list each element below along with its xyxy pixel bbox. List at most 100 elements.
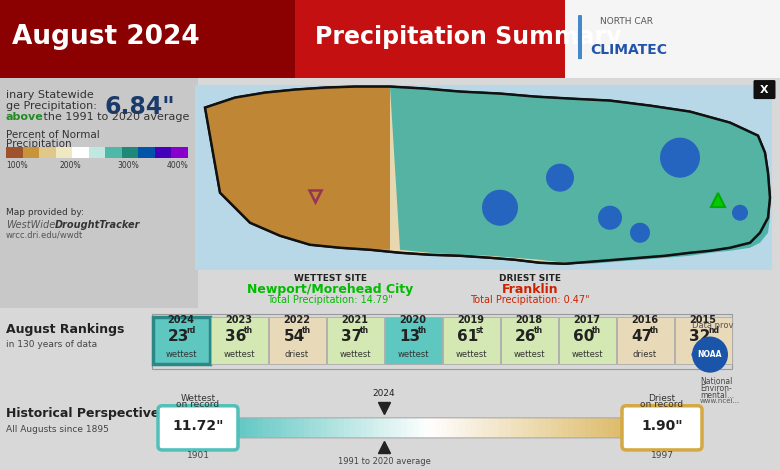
Text: 2018: 2018 (516, 315, 543, 325)
Bar (39, 147, 55, 157)
FancyBboxPatch shape (158, 406, 238, 450)
Text: th: th (244, 326, 254, 335)
Bar (539, 418, 545, 438)
Circle shape (598, 206, 622, 230)
Bar (419, 418, 425, 438)
Text: 2024: 2024 (373, 389, 395, 398)
Bar (355, 418, 361, 438)
Circle shape (630, 223, 650, 243)
Text: wettest: wettest (339, 350, 370, 359)
Circle shape (546, 164, 574, 192)
Text: www.ncei...: www.ncei... (700, 398, 740, 404)
Text: th: th (360, 326, 369, 335)
Text: Historical Perspective: Historical Perspective (6, 407, 159, 420)
Text: above: above (6, 111, 44, 122)
Bar (264, 418, 270, 438)
Bar (545, 418, 551, 438)
Text: Map provided by:: Map provided by: (6, 208, 84, 217)
Text: August Rankings: August Rankings (6, 323, 124, 336)
Bar (211, 418, 218, 438)
FancyBboxPatch shape (327, 317, 384, 364)
Bar (534, 418, 540, 438)
Text: 11.72": 11.72" (172, 419, 224, 433)
Text: 1991 to 2020 average: 1991 to 2020 average (338, 457, 431, 466)
Bar (303, 418, 310, 438)
Text: driest: driest (691, 350, 715, 359)
Bar (0, 0, 295, 78)
Bar (441, 418, 448, 438)
FancyBboxPatch shape (558, 317, 615, 364)
Bar (401, 418, 407, 438)
Text: th: th (302, 326, 311, 335)
Text: 2017: 2017 (573, 315, 601, 325)
Bar (257, 418, 264, 438)
Bar (89, 147, 105, 157)
Text: 6.84": 6.84" (105, 94, 176, 118)
Bar (206, 418, 212, 438)
Bar (631, 418, 637, 438)
Text: 23: 23 (168, 329, 189, 344)
Text: mental...: mental... (700, 391, 734, 400)
Bar (465, 418, 471, 438)
FancyBboxPatch shape (501, 317, 558, 364)
Text: Newport/Morehead City: Newport/Morehead City (247, 283, 413, 296)
Text: Data prov: Data prov (692, 321, 733, 330)
FancyBboxPatch shape (753, 80, 775, 99)
Bar (424, 418, 431, 438)
Bar (298, 418, 304, 438)
Text: 36: 36 (225, 329, 246, 344)
Bar (321, 418, 327, 438)
Text: 2020: 2020 (399, 315, 427, 325)
Bar (430, 418, 436, 438)
Bar (172, 147, 188, 157)
Text: 200%: 200% (59, 161, 81, 170)
Text: Wettest: Wettest (180, 394, 215, 403)
Bar (447, 418, 453, 438)
Bar (292, 418, 298, 438)
Text: Environ-: Environ- (700, 384, 732, 393)
Bar (395, 418, 402, 438)
Bar (470, 418, 477, 438)
Bar (516, 418, 523, 438)
Bar (482, 418, 488, 438)
Bar (218, 418, 224, 438)
Text: 2016: 2016 (632, 315, 658, 325)
Circle shape (692, 337, 728, 373)
Text: 300%: 300% (117, 161, 139, 170)
Bar (580, 418, 586, 438)
Bar (608, 418, 615, 438)
Bar (229, 418, 235, 438)
Bar (373, 418, 379, 438)
Text: WestWide: WestWide (6, 220, 55, 230)
Bar (384, 418, 390, 438)
FancyBboxPatch shape (442, 317, 499, 364)
Bar (0, 78, 198, 308)
Text: WETTEST SITE: WETTEST SITE (293, 274, 367, 283)
Text: th: th (418, 326, 427, 335)
Bar (562, 418, 569, 438)
Text: st: st (476, 326, 484, 335)
Bar (499, 418, 505, 438)
Text: wettest: wettest (223, 350, 255, 359)
Bar (195, 85, 772, 270)
Bar (654, 418, 661, 438)
FancyBboxPatch shape (616, 317, 673, 364)
Text: the 1991 to 2020 average: the 1991 to 2020 average (40, 111, 190, 122)
FancyBboxPatch shape (675, 317, 732, 364)
Bar (223, 418, 229, 438)
Text: 1997: 1997 (651, 451, 673, 460)
Text: on record: on record (176, 400, 219, 409)
Circle shape (482, 190, 518, 226)
Text: Total Precipitation: 0.47": Total Precipitation: 0.47" (470, 295, 590, 305)
Bar (55, 147, 73, 157)
Text: rd: rd (186, 326, 195, 335)
Bar (275, 418, 281, 438)
Bar (565, 0, 780, 78)
Bar (309, 418, 315, 438)
Bar (361, 418, 367, 438)
Text: Precipitation: Precipitation (6, 139, 72, 149)
Text: Franklin: Franklin (502, 283, 558, 296)
Text: Percent of Normal: Percent of Normal (6, 130, 100, 140)
Bar (614, 418, 620, 438)
Bar (332, 418, 339, 438)
